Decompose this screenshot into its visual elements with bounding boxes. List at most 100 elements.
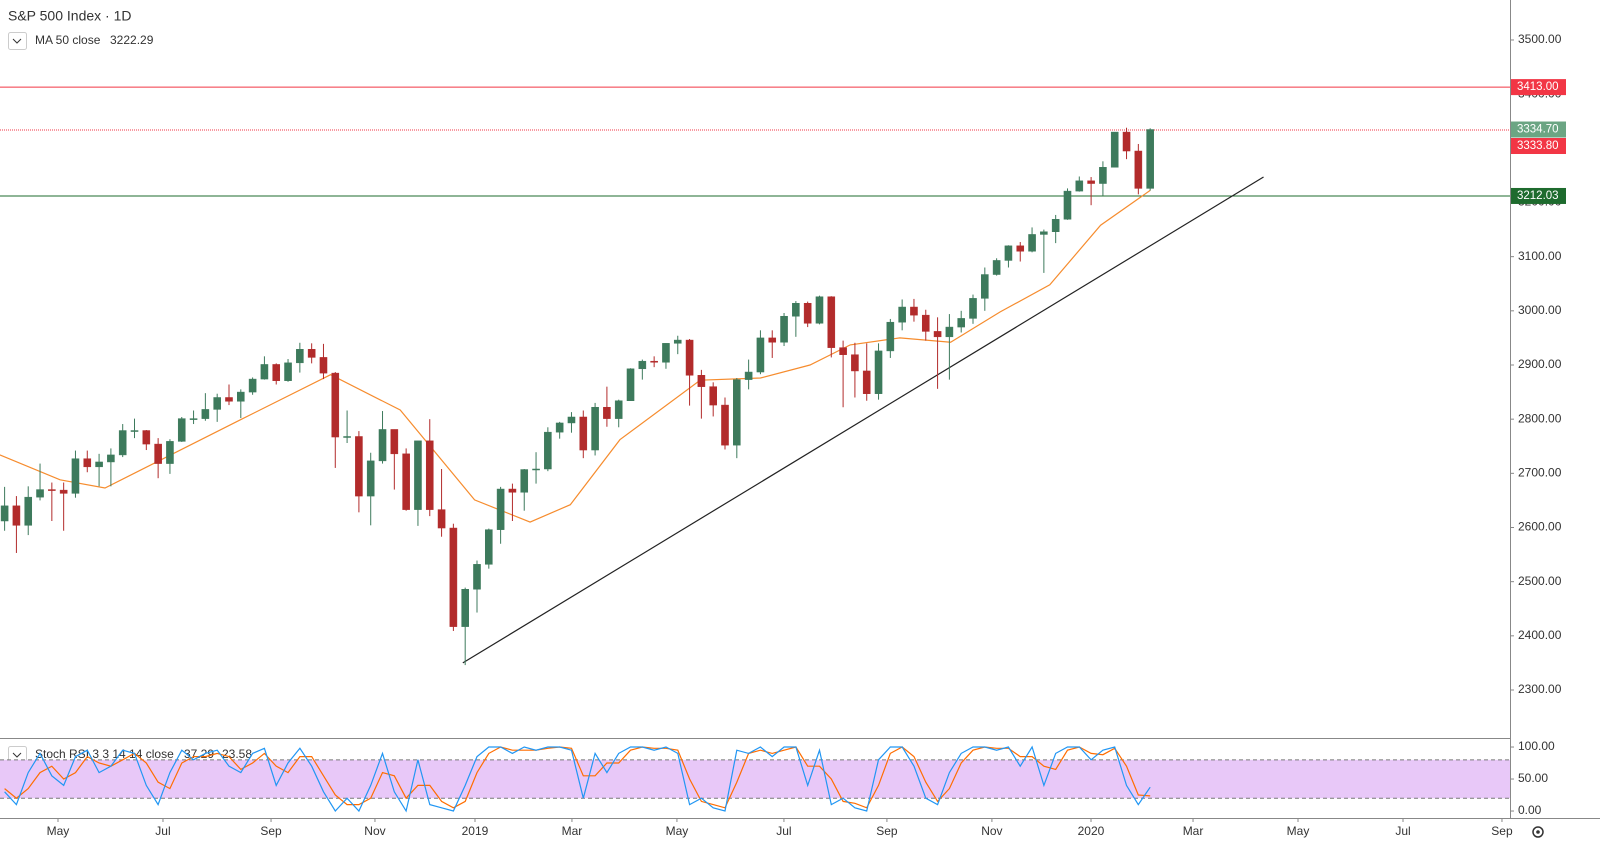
candle-body bbox=[260, 364, 269, 380]
candle-body bbox=[414, 440, 422, 510]
stoch-y-tick-label: 100.00 bbox=[1518, 739, 1555, 753]
candle-body bbox=[166, 441, 174, 464]
candle-body bbox=[815, 296, 824, 324]
candle-body bbox=[59, 489, 68, 494]
candle-body bbox=[1016, 245, 1025, 252]
panes bbox=[0, 0, 1600, 819]
candle-body bbox=[981, 274, 989, 299]
candle-body bbox=[390, 429, 399, 455]
stoch-y-tick-label: 50.00 bbox=[1518, 771, 1548, 785]
candle-body bbox=[520, 469, 529, 493]
candle-body bbox=[154, 443, 162, 464]
stoch-d-value: 23.58 bbox=[222, 747, 252, 761]
candle-body bbox=[910, 306, 918, 316]
ma-legend: MA 50 close bbox=[35, 33, 101, 47]
candle-body bbox=[579, 416, 588, 451]
candle-body bbox=[650, 360, 658, 363]
candle-body bbox=[862, 370, 871, 394]
candle-body bbox=[544, 431, 552, 470]
level-label-bg bbox=[1511, 187, 1566, 204]
legend-toggle[interactable] bbox=[8, 32, 27, 50]
x-tick-label: Mar bbox=[1183, 824, 1204, 838]
candle-body bbox=[177, 418, 186, 442]
candle-body bbox=[555, 422, 564, 433]
stoch-legend-toggle-icon bbox=[12, 752, 22, 758]
candle-body bbox=[685, 339, 694, 376]
candle-body bbox=[201, 409, 210, 419]
candle-body bbox=[118, 430, 127, 456]
candle-body bbox=[792, 302, 800, 317]
candle-body bbox=[378, 429, 387, 462]
level-label: 3212.03 bbox=[1517, 190, 1559, 202]
candle-body bbox=[402, 453, 410, 510]
candle-body bbox=[780, 315, 788, 343]
level-label-bg bbox=[1511, 121, 1566, 138]
y-tick-label: 3500.00 bbox=[1518, 32, 1562, 46]
candle-body bbox=[95, 461, 103, 468]
settings-icon[interactable] bbox=[1532, 826, 1544, 838]
candle-body bbox=[768, 337, 777, 343]
candle-body bbox=[355, 436, 363, 497]
y-tick-label: 2600.00 bbox=[1518, 520, 1562, 534]
level-label-bg bbox=[1511, 138, 1566, 155]
legend-toggle-icon bbox=[12, 38, 22, 44]
candle-body bbox=[48, 489, 56, 491]
candle-body bbox=[662, 343, 670, 363]
y-tick-label: 2300.00 bbox=[1518, 682, 1562, 696]
candle-body bbox=[721, 404, 729, 446]
candle-body bbox=[744, 371, 753, 380]
candle-body bbox=[614, 400, 623, 419]
candle-body bbox=[130, 430, 139, 432]
candle-body bbox=[237, 391, 245, 402]
candle-body bbox=[485, 529, 493, 565]
y-tick-label: 3000.00 bbox=[1518, 303, 1562, 317]
candle-body bbox=[107, 454, 115, 463]
level-label: 3333.80 bbox=[1517, 140, 1559, 152]
candle-body bbox=[874, 350, 883, 394]
candle-body bbox=[827, 296, 836, 348]
candle-body bbox=[1004, 245, 1013, 261]
x-tick-label: Nov bbox=[981, 824, 1002, 838]
x-tick-label: Jul bbox=[1395, 824, 1410, 838]
candle-body bbox=[532, 468, 540, 471]
candle-body bbox=[1087, 180, 1095, 184]
candle-body bbox=[284, 362, 292, 381]
candle-body bbox=[957, 318, 965, 328]
candle-body bbox=[83, 458, 92, 468]
settings-gear-center bbox=[1536, 830, 1540, 834]
candle-body bbox=[1146, 129, 1154, 189]
x-tick-label: Sep bbox=[1491, 824, 1513, 838]
x-tick-label: 2019 bbox=[462, 824, 489, 838]
stoch-legend: Stoch RSI 3 3 14 14 close bbox=[35, 747, 174, 761]
x-tick-label: Sep bbox=[876, 824, 898, 838]
candle-body bbox=[626, 368, 635, 401]
stoch-band bbox=[0, 759, 1510, 799]
x-tick-label: May bbox=[1287, 824, 1310, 838]
candle-body bbox=[331, 372, 340, 438]
candle-body bbox=[1063, 190, 1072, 220]
candle-body bbox=[343, 436, 351, 438]
candle-body bbox=[603, 406, 611, 419]
candle-body bbox=[449, 527, 458, 627]
stoch-d-line bbox=[4, 746, 1151, 809]
candle-body bbox=[638, 360, 647, 370]
candle-body bbox=[508, 488, 517, 493]
candle-body bbox=[189, 418, 198, 420]
candle-body bbox=[886, 321, 895, 352]
candle-body bbox=[36, 489, 44, 498]
x-tick-label: 2020 bbox=[1078, 824, 1105, 838]
trendline bbox=[462, 176, 1264, 664]
chart-title: S&P 500 Index · 1D bbox=[8, 8, 131, 24]
candle-body bbox=[296, 349, 304, 364]
candle-body bbox=[1040, 231, 1048, 235]
candle-body bbox=[1075, 180, 1084, 192]
x-tick-label: Jul bbox=[155, 824, 170, 838]
level-label: 3334.70 bbox=[1517, 124, 1559, 136]
candle-body bbox=[733, 379, 741, 446]
candle-body bbox=[567, 416, 576, 424]
candle-body bbox=[969, 298, 977, 319]
candle-body bbox=[898, 306, 906, 323]
candle-body bbox=[839, 347, 847, 355]
ma-legend-value: 3222.29 bbox=[110, 33, 154, 47]
candle-body bbox=[473, 564, 481, 590]
